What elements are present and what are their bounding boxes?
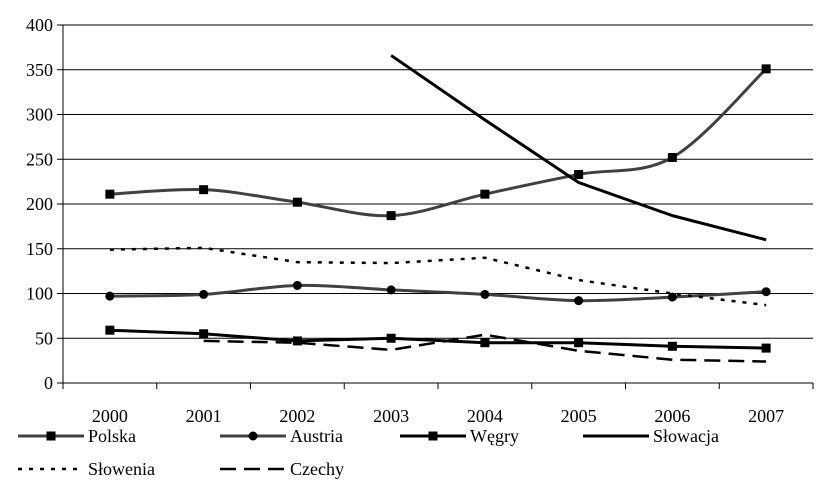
series-line-3	[109, 328, 767, 350]
legend-marker	[46, 431, 56, 441]
legend-label: Słowenia	[88, 459, 155, 479]
axes	[57, 24, 814, 389]
x-tick-label: 2006	[654, 406, 690, 426]
data-point-marker	[105, 189, 115, 199]
data-point-marker	[574, 296, 584, 306]
y-tick-label: 250	[26, 149, 53, 169]
legend-item: Austria	[220, 426, 343, 446]
data-point-marker	[761, 64, 771, 74]
data-point-marker	[292, 336, 302, 346]
x-tick-label: 2002	[279, 406, 315, 426]
data-point-marker	[761, 287, 771, 297]
series-line-1	[109, 67, 768, 218]
y-tick-label: 400	[26, 15, 53, 35]
data-point-marker	[480, 338, 490, 348]
data-point-marker	[667, 152, 677, 162]
data-point-marker	[386, 333, 396, 343]
data-point-marker	[667, 341, 677, 351]
legend-label: Austria	[290, 426, 343, 446]
data-point-marker	[480, 289, 490, 299]
data-point-marker	[761, 343, 771, 353]
legend-item: Słowenia	[18, 459, 155, 479]
legend-item: Węgry	[400, 426, 519, 446]
x-tick-label: 2001	[186, 406, 222, 426]
data-point-marker	[199, 329, 209, 339]
y-tick-label: 150	[26, 239, 53, 259]
data-point-marker	[292, 197, 302, 207]
x-tick-label: 2003	[373, 406, 409, 426]
legend-label: Węgry	[470, 426, 519, 446]
y-tick-label: 350	[26, 60, 53, 80]
legend-item: Polska	[18, 426, 136, 446]
data-point-marker	[105, 325, 115, 335]
data-point-marker	[386, 285, 396, 295]
y-tick-label: 200	[26, 194, 53, 214]
data-point-marker	[199, 289, 209, 299]
legend-label: Słowacja	[653, 426, 719, 446]
legend-marker	[428, 431, 438, 441]
y-tick-label: 50	[35, 328, 53, 348]
x-tick-label: 2000	[92, 406, 128, 426]
legend-item: Słowacja	[583, 426, 719, 446]
x-tick-label: 2007	[748, 406, 784, 426]
x-axis-tick-labels: 2000 2001 2002 2003 2004 2005 2006 2007	[92, 406, 784, 426]
legend-label: Polska	[88, 426, 136, 446]
data-point-marker	[292, 280, 302, 290]
x-tick-label: 2005	[561, 406, 597, 426]
x-tick-label: 2004	[467, 406, 503, 426]
series-lines	[105, 54, 771, 363]
data-point-marker	[105, 291, 115, 301]
y-tick-label: 0	[44, 373, 53, 393]
series-line-4	[390, 54, 767, 242]
data-point-marker	[199, 185, 209, 195]
data-point-marker	[574, 169, 584, 179]
y-tick-label: 300	[26, 105, 53, 125]
legend-label: Czechy	[290, 459, 344, 479]
data-point-marker	[386, 211, 396, 221]
data-point-marker	[480, 189, 490, 199]
series-line-2	[109, 283, 767, 303]
legend-marker	[248, 431, 258, 441]
series-line-5	[109, 246, 767, 307]
data-point-marker	[667, 292, 677, 302]
y-axis-tick-labels: 0 50 100 150 200 250 300 350 400	[26, 15, 53, 393]
legend: Polska Austria Węgry Słowacja Słowenia Czechy	[18, 426, 719, 479]
legend-item: Czechy	[220, 459, 344, 479]
y-tick-label: 100	[26, 284, 53, 304]
data-point-marker	[574, 338, 584, 348]
